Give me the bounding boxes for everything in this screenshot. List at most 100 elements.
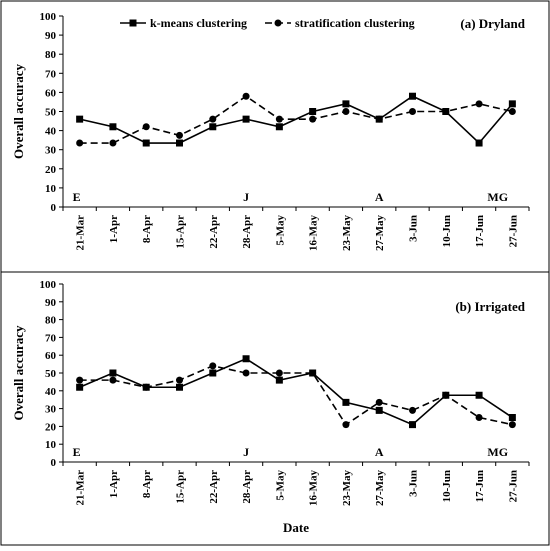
panel-a-stratification-point [76,139,84,147]
panel-b-y-tick-label: 10 [45,439,57,451]
panel-b-stratification-point [242,369,250,377]
panel-a-kmeans-point [142,139,150,147]
panel-b-stratification-point [76,376,84,384]
panel-b-x-tick-label: 23-May [341,470,353,507]
panel-b-x-axis-title: Date [283,520,309,535]
panel-b-kmeans-point [475,391,483,399]
panel-a-stratification-point [342,108,350,115]
panel-a-x-tick-label: 5-May [274,215,286,246]
panel-b-stratification-point [475,414,483,421]
panel-a-x-tick-label: 21-Mar [75,215,87,251]
panel-a-stratification-point [109,139,117,147]
panel-b-x-tick-label: 17-Jun [474,470,486,502]
panel-b-kmeans-point [342,398,350,406]
panel-b-kmeans-point [76,383,84,391]
panel-a-stratification-point [275,115,283,123]
panel-a-kmeans-point [309,108,317,115]
panel-b-kmeans-point [109,369,117,377]
panel-a-x-tick-label: 10-Jun [441,215,453,247]
panel-a-y-tick-label: 10 [45,183,57,195]
panel-b-plot: 0 10 20 30 40 50 60 70 80 90 100 21-Mar 1-Apr 8-Apr 15… [11,279,530,535]
panel-b-stratification-point [309,369,317,377]
panel-b-y-axis-title: Overall accuracy [11,325,26,420]
panel-b-kmeans-point [209,369,217,377]
panel-a-x-tick-label: 15-Apr [175,215,187,249]
panel-a-kmeans-point [409,92,416,100]
panel-a-kmeans-point [176,139,183,147]
panel-b-stage-label: E [73,445,81,459]
panel-b-x-tick-label: 1-Apr [108,470,120,498]
panel-b-x-tick-label: 27-Jun [507,470,519,502]
panel-a-stratification-point [309,115,317,123]
panel-a-legend: k-means clustering stratification cluster… [120,16,415,30]
panel-a-y-tick-label: 100 [40,11,57,23]
panel-b-kmeans-point [409,421,416,429]
panel-b-x-tick-label: 15-Apr [175,470,187,504]
panel-b-stratification-point [375,398,383,406]
panel-b-stratification-point [508,421,516,429]
panel-a-kmeans-point [508,100,516,108]
panel-b-y-tick-label: 50 [45,368,57,380]
panel-a-x-tick-label: 17-Jun [474,215,486,247]
panel-b-x-tick-label: 3-Jun [408,470,420,497]
panel-a-x-tick-label: 23-May [341,215,353,252]
panel-b-stage-label: J [243,445,249,459]
panel-b-y-tick-label: 90 [45,297,57,309]
panel-a-x-tick-label: 16-May [308,215,320,252]
panel-a-stratification-point [209,115,217,123]
legend-marker-stratification [274,19,282,27]
panel-a-x-tick-label: 27-Jun [507,215,519,247]
panel-a-stratification-point [176,131,183,139]
panel-b-stratification-point [275,369,283,377]
panel-a-stage-label: J [243,190,249,204]
panel-a-x-tick-label: 1-Apr [108,215,120,243]
legend-label-stratification: stratification clustering [295,16,415,30]
legend-marker-kmeans [129,19,137,27]
panel-a-x-tick-label: 28-Apr [241,215,253,249]
panel-a-stratification-point [475,100,483,108]
panel-a-y-axis-title: Overall accuracy [11,64,26,159]
panel-b-series-line-kmeans [79,357,513,426]
panel-b-kmeans-point [176,383,183,391]
panel-a-y-tick-label: 20 [45,164,57,176]
panel-a-kmeans-point [475,139,483,147]
panel-a-y-tick-label: 40 [45,126,57,138]
panel-b-stage-label: A [375,445,384,459]
panel-a-kmeans-point [242,115,250,123]
panel-a-stratification-point [375,115,383,123]
panel-b-y-tick-label: 60 [45,350,57,362]
panel-a-y-tick-label: 70 [45,68,57,80]
panel-a-y-tick-label: 90 [45,30,57,42]
panel-b-title: (b) Irrigated [455,299,525,314]
panel-a-stratification-point [409,108,416,115]
panel-a-stage-label: MG [487,190,508,204]
panel-b-x-tick-label: 28-Apr [241,470,253,504]
panel-b-stratification-point [209,362,217,370]
panel-a-x-tick-label: 22-Apr [208,215,220,249]
panel-a-y-tick-label: 30 [45,145,57,157]
panel-b-stratification-point [142,383,150,391]
panel-a-series-line-kmeans [79,95,513,145]
panel-a-x-tick-label: 8-Apr [141,215,153,243]
panel-a-plot: 0 10 20 30 40 50 60 70 80 90 100 21-Mar 1-Apr 8-Apr 15… [11,11,530,252]
panel-b-y-tick-label: 20 [45,421,57,433]
panel-b-y-tick-label: 30 [45,404,57,416]
panel-a-stratification-point [442,108,450,115]
panel-a-y-tick-label: 60 [45,87,57,99]
panel-b-x-tick-label: 8-Apr [141,470,153,498]
panel-b-stratification-point [176,376,183,384]
panel-a-title: (a) Dryland [460,16,525,31]
panel-a-stratification-point [508,108,516,115]
panel-b-y-tick-label: 0 [51,457,57,469]
panel-b-y-tick-label: 70 [45,332,57,344]
panel-a-y-tick-label: 80 [45,49,57,61]
panel-a-stage-label: E [73,190,81,204]
panel-a-kmeans-point [275,123,283,131]
panel-a-kmeans-point [209,123,217,131]
panel-a-x-tick-label: 27-May [374,215,386,252]
panel-a-kmeans-point [76,115,84,123]
panel-b-x-tick-label: 10-Jun [441,470,453,502]
panel-a-kmeans-point [342,100,350,108]
panel-b-kmeans-point [275,376,283,384]
